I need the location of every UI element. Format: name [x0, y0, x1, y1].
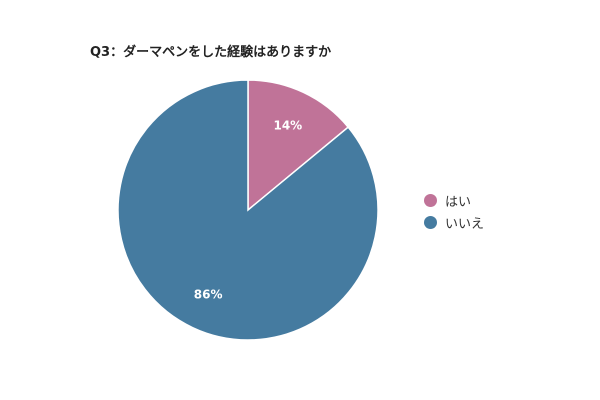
legend-label-2: いいえ — [445, 216, 485, 232]
legend-item-2: いいえ — [424, 211, 484, 233]
legend-label-1: はい — [445, 194, 472, 210]
pie-slice-2 — [117, 79, 379, 341]
legend: はい いいえ — [424, 189, 484, 233]
chart-title: Q3：ダーマペンをした経験はありますか — [90, 45, 332, 60]
legend-swatch-2 — [424, 215, 437, 229]
slice-value-label-2: 86% — [194, 288, 223, 302]
legend-swatch-1 — [424, 193, 437, 207]
slice-value-label-1: 14% — [273, 118, 302, 132]
pie-slice-1 — [247, 79, 350, 212]
legend-item-1: はい — [424, 189, 484, 211]
